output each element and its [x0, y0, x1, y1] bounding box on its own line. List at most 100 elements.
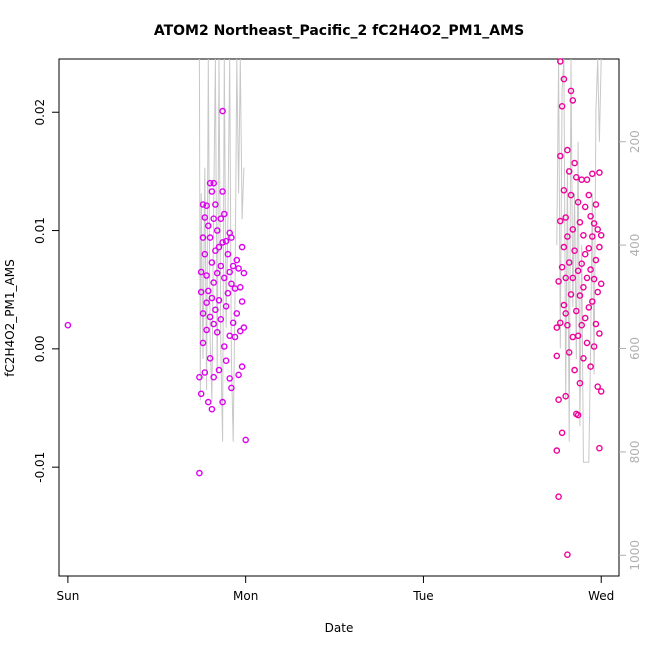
data-point [590, 343, 598, 350]
x-tick-label: Sun [56, 589, 79, 603]
data-point [206, 354, 214, 362]
data-point [553, 447, 561, 454]
y-tick-label: -0.01 [33, 452, 47, 483]
data-point [233, 310, 241, 317]
data-point [585, 244, 593, 252]
data-point [201, 250, 209, 258]
data-point [585, 191, 593, 199]
data-point [238, 243, 246, 251]
data-point [583, 339, 591, 347]
data-point [571, 159, 578, 167]
data-point [557, 58, 564, 65]
data-point [580, 283, 587, 291]
data-point [560, 243, 568, 251]
right-y-axis: 200 400 600 800 1000 [619, 130, 642, 571]
data-point [203, 202, 210, 209]
data-point [208, 188, 216, 195]
data-point [581, 250, 589, 258]
data-point [574, 198, 582, 206]
data-point [224, 250, 232, 258]
data-point [222, 302, 230, 310]
data-point [196, 373, 203, 381]
data-point [240, 324, 248, 331]
data-point [596, 243, 603, 251]
data-point [215, 296, 223, 304]
altitude-line-segment [198, 58, 245, 442]
data-point [562, 214, 570, 221]
data-point [208, 294, 216, 302]
data-point [231, 333, 239, 341]
data-point [206, 234, 214, 241]
data-point [589, 233, 596, 240]
data-point [553, 324, 561, 331]
data-point [228, 234, 235, 241]
data-point [210, 373, 217, 381]
data-point [229, 262, 237, 270]
data-point [583, 274, 591, 282]
data-point [213, 227, 221, 234]
data-point [573, 307, 580, 315]
data-point [204, 398, 212, 406]
data-point [217, 262, 225, 270]
data-point [560, 186, 568, 194]
data-point [220, 274, 228, 282]
data-point [210, 320, 217, 328]
data-point [233, 256, 241, 264]
data-point [562, 310, 570, 317]
data-point [596, 444, 603, 452]
data-point [594, 288, 602, 296]
data-point [565, 168, 573, 175]
data-point [213, 328, 221, 336]
right-y-tick-label: 600 [628, 337, 642, 360]
data-point [210, 215, 217, 222]
y-tick-label: 0.01 [33, 217, 47, 244]
data-point [222, 237, 230, 245]
data-point [569, 97, 577, 104]
data-point [217, 215, 225, 222]
data-point [203, 299, 210, 307]
data-point [594, 226, 602, 233]
x-axis: Sun Mon Tue Wed [56, 575, 614, 603]
altitude-line-segment [556, 58, 602, 463]
data-point [235, 371, 242, 379]
data-point [565, 349, 573, 356]
data-point [571, 366, 578, 374]
data-point [236, 283, 244, 291]
data-point [576, 379, 584, 387]
data-point [562, 392, 570, 400]
data-point [219, 239, 226, 246]
data-point [213, 269, 221, 277]
data-point [197, 390, 205, 398]
data-point [199, 339, 207, 347]
data-point [567, 291, 575, 298]
data-point [573, 173, 580, 181]
data-point [581, 314, 589, 322]
data-point [206, 313, 214, 321]
data-point [217, 315, 225, 323]
data-point [571, 247, 578, 254]
data-point [558, 103, 566, 110]
data-point [206, 179, 214, 187]
data-point [589, 298, 596, 305]
data-point [219, 188, 226, 195]
data-point [220, 343, 228, 350]
data-point [238, 363, 246, 370]
data-point [224, 289, 232, 297]
data-point [203, 326, 210, 334]
y-tick-label: 0.02 [33, 99, 47, 126]
plot-frame [58, 58, 620, 577]
data-point [564, 233, 571, 240]
data-point [555, 278, 562, 285]
data-point [203, 272, 210, 279]
data-point [594, 383, 602, 391]
data-point [569, 226, 577, 233]
data-point [199, 201, 207, 208]
data-point [592, 256, 600, 264]
data-point [222, 357, 230, 365]
data-point [238, 298, 246, 305]
data-point [578, 176, 586, 183]
data-point [553, 352, 561, 360]
data-point [580, 354, 587, 362]
data-point [576, 218, 584, 226]
data-point [587, 266, 594, 273]
